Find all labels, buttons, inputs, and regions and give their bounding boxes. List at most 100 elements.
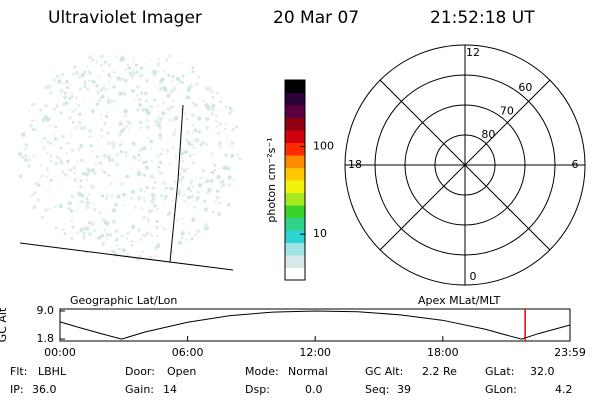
- y-tick-label: 9.0: [37, 304, 55, 317]
- speckle: [185, 172, 188, 175]
- speckle: [44, 115, 48, 119]
- speckle: [219, 100, 223, 103]
- speckle: [44, 85, 49, 90]
- speckle: [33, 102, 36, 106]
- speckle: [204, 181, 207, 184]
- speckle: [59, 159, 63, 164]
- speckle: [150, 147, 152, 150]
- speckle: [203, 199, 207, 203]
- speckle: [158, 136, 163, 140]
- speckle: [131, 143, 134, 146]
- speckle: [156, 243, 161, 248]
- speckle: [147, 209, 152, 214]
- speckle: [150, 234, 153, 236]
- speckle: [156, 104, 159, 107]
- speckle: [158, 58, 161, 61]
- speckle: [196, 228, 201, 233]
- speckle: [65, 141, 69, 145]
- speckle: [213, 91, 216, 94]
- speckle: [76, 231, 80, 235]
- speckle: [142, 108, 146, 112]
- speckle: [68, 142, 71, 145]
- speckle: [72, 166, 77, 171]
- speckle: [123, 203, 126, 207]
- speckle: [191, 217, 196, 222]
- field-label: GLat:: [485, 365, 514, 378]
- speckle: [84, 85, 87, 88]
- speckle: [100, 169, 103, 171]
- speckle: [191, 200, 194, 202]
- speckle: [112, 85, 116, 89]
- speckle: [44, 103, 48, 108]
- speckle: [238, 156, 242, 161]
- speckle: [142, 146, 147, 151]
- field-value: 36.0: [32, 383, 57, 396]
- speckle: [77, 104, 80, 107]
- speckle: [158, 160, 163, 165]
- speckle: [227, 183, 232, 187]
- speckle: [124, 68, 128, 72]
- speckle: [31, 103, 34, 107]
- speckle: [104, 228, 107, 231]
- speckle: [190, 190, 192, 193]
- speckle: [100, 128, 104, 132]
- speckle: [184, 150, 188, 154]
- speckle: [185, 117, 189, 121]
- speckle: [111, 158, 116, 163]
- speckle: [201, 140, 204, 144]
- speckle: [136, 107, 140, 112]
- speckle: [193, 206, 196, 209]
- speckle: [71, 110, 74, 113]
- speckle: [232, 147, 234, 149]
- speckle: [126, 251, 130, 255]
- polar-hour-label: 6: [572, 158, 579, 171]
- speckle: [228, 106, 232, 110]
- speckle: [191, 66, 195, 69]
- speckle: [36, 198, 40, 202]
- speckle: [119, 184, 122, 187]
- speckle: [48, 91, 53, 95]
- speckle: [89, 144, 93, 148]
- speckle: [145, 99, 148, 103]
- speckle: [171, 75, 175, 78]
- speckle: [143, 199, 146, 203]
- speckle: [101, 242, 105, 246]
- speckle: [123, 125, 126, 128]
- speckle: [171, 80, 174, 82]
- speckle: [103, 219, 105, 222]
- speckle: [79, 199, 85, 204]
- speckle: [70, 236, 74, 241]
- speckle: [157, 116, 162, 120]
- speckle: [180, 167, 184, 170]
- speckle: [172, 86, 177, 91]
- speckle: [218, 122, 222, 126]
- speckle: [220, 185, 223, 188]
- speckle: [180, 236, 184, 240]
- speckle: [28, 109, 31, 112]
- speckle: [87, 192, 91, 196]
- speckle: [100, 64, 103, 67]
- y-axis-label: GC Alt: [0, 307, 9, 342]
- speckle: [140, 91, 144, 95]
- speckle: [69, 168, 72, 172]
- speckle: [81, 235, 87, 240]
- speckle: [114, 99, 117, 102]
- speckle: [161, 111, 166, 116]
- speckle: [65, 79, 69, 84]
- speckle: [165, 186, 168, 190]
- speckle: [217, 109, 220, 112]
- speckle: [187, 85, 190, 89]
- speckle: [57, 79, 62, 84]
- speckle: [176, 218, 180, 222]
- polar-spoke: [379, 79, 551, 251]
- speckle: [104, 196, 109, 200]
- speckle: [214, 114, 218, 118]
- speckle: [161, 225, 164, 228]
- field-label: IP:: [10, 383, 24, 396]
- speckle: [162, 202, 165, 205]
- speckle: [103, 170, 107, 174]
- speckle: [143, 233, 147, 238]
- speckle: [91, 79, 96, 84]
- speckle: [70, 219, 73, 222]
- colorbar-band: [285, 130, 305, 143]
